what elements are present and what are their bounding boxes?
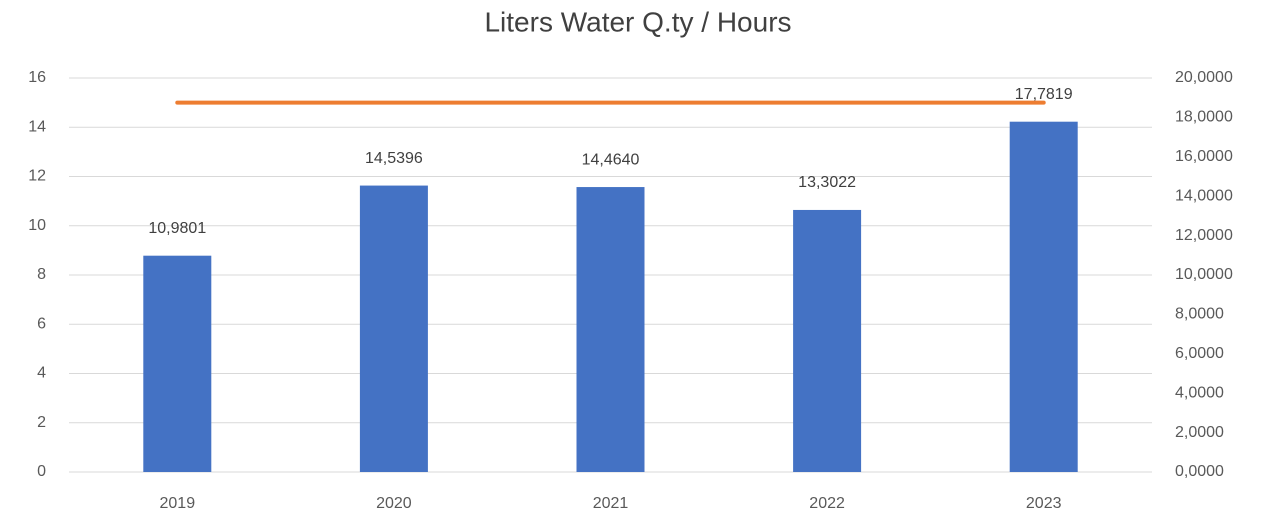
y2-tick-label: 6,0000 [1175,345,1224,362]
data-label: 14,4640 [582,151,640,168]
bar [143,255,212,472]
y2-tick-label: 8,0000 [1175,306,1224,323]
x-tick-label: 2020 [376,495,412,512]
y-tick-label: 12 [28,168,46,185]
y-tick-label: 8 [37,266,46,283]
y-tick-label: 0 [37,463,46,480]
y-tick-label: 16 [28,69,46,86]
data-label: 14,5396 [365,150,423,167]
y2-tick-label: 4,0000 [1175,384,1224,401]
y2-tick-label: 10,0000 [1175,266,1233,283]
bar [1009,121,1078,473]
chart-title: Liters Water Q.ty / Hours [484,6,791,37]
y2-tick-label: 0,0000 [1175,463,1224,480]
data-label: 17,7819 [1015,86,1073,103]
y2-tick-label: 18,0000 [1175,109,1233,126]
data-label: 10,9801 [148,220,206,237]
x-tick-label: 2022 [809,495,845,512]
y-tick-label: 2 [37,414,46,431]
data-label: 13,3022 [798,174,856,191]
y-tick-label: 10 [28,217,46,234]
bar [793,209,862,472]
bar [359,185,428,472]
y2-tick-label: 2,0000 [1175,424,1224,441]
x-tick-label: 2023 [1026,495,1062,512]
x-tick-label: 2021 [593,495,629,512]
x-tick-label: 2019 [160,495,196,512]
y2-tick-label: 16,0000 [1175,148,1233,165]
y-tick-label: 14 [28,118,46,135]
y2-tick-label: 20,0000 [1175,69,1233,86]
y-tick-label: 4 [37,365,46,382]
bar [576,187,645,472]
y2-tick-label: 12,0000 [1175,227,1233,244]
y2-tick-label: 14,0000 [1175,187,1233,204]
y-tick-label: 6 [37,315,46,332]
